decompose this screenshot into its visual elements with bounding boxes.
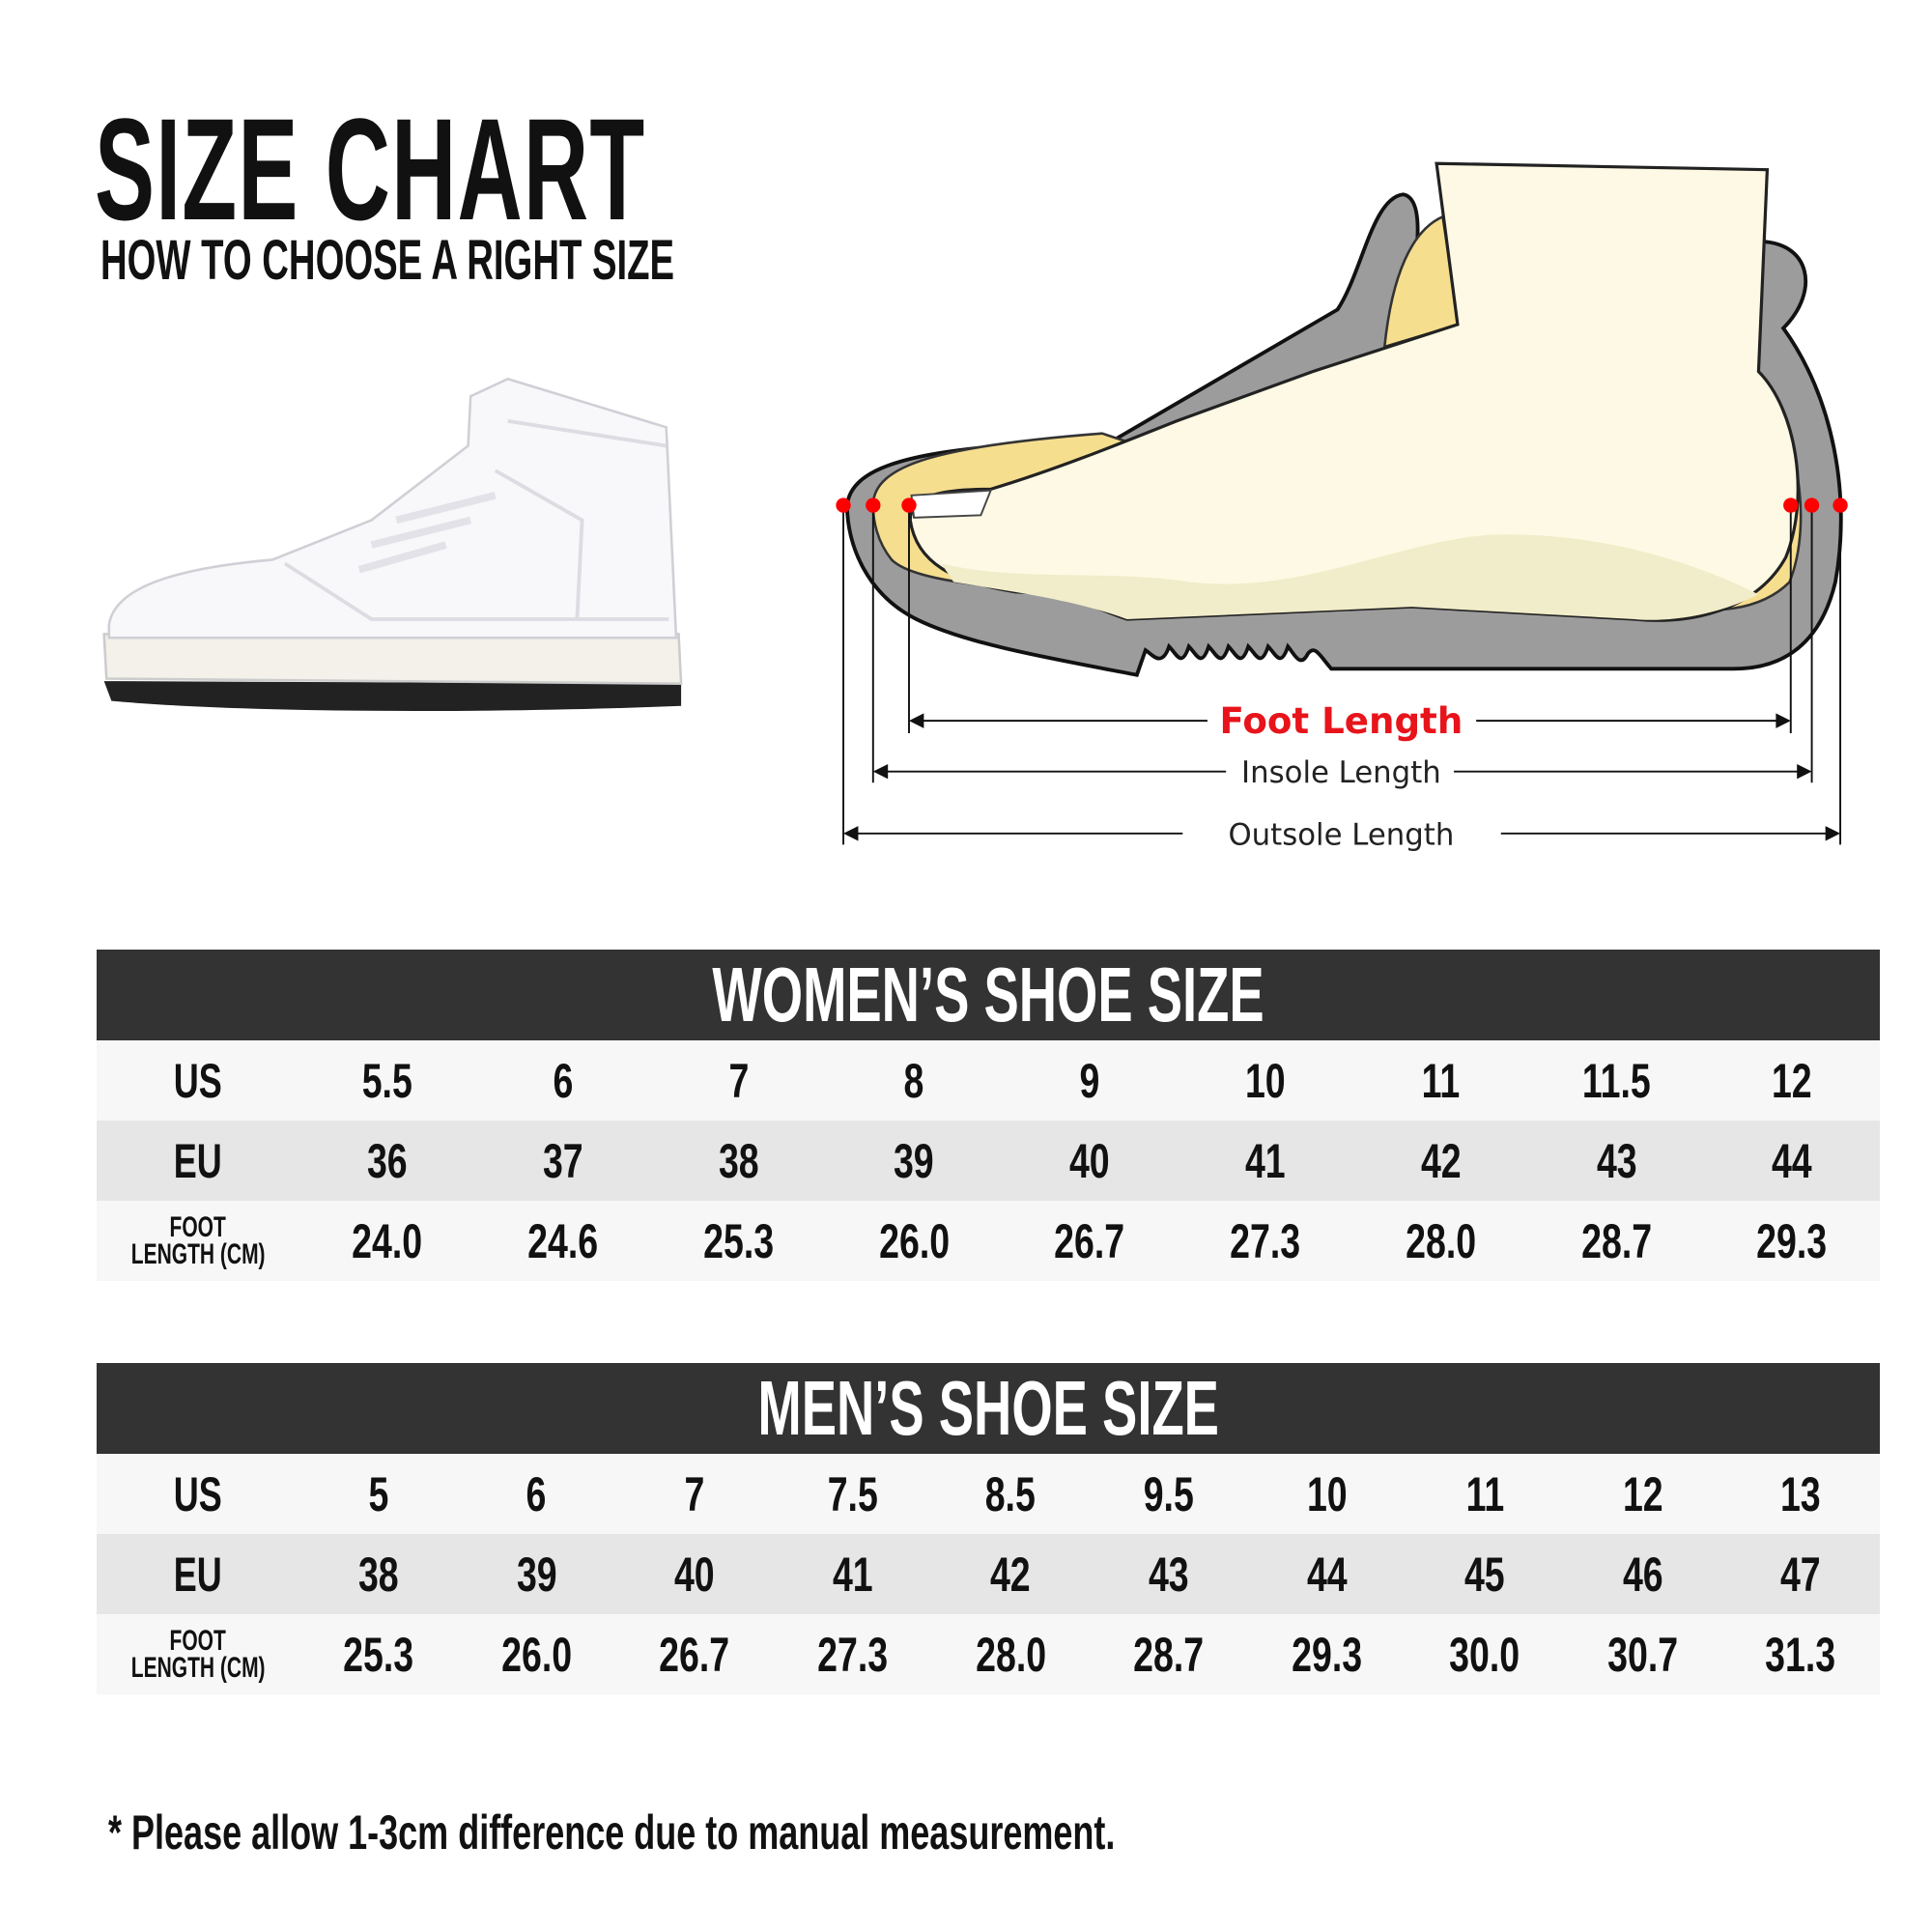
table-cell: 42 [1420, 1133, 1462, 1188]
table-cell: 24.0 [352, 1213, 423, 1268]
table-cell: 38 [718, 1133, 759, 1188]
table-cell: 28.0 [975, 1627, 1046, 1682]
table-cell: 41 [1244, 1133, 1286, 1188]
table-cell: 10 [1244, 1053, 1286, 1108]
mens-table-title: MEN’S SHOE SIZE [97, 1363, 1880, 1454]
table-cell: 7 [728, 1053, 749, 1108]
table-row-foot-length: FOOT LENGTH (CM) 25.3 26.0 26.7 27.3 28.0… [97, 1614, 1880, 1694]
table-cell: 30.7 [1607, 1627, 1679, 1682]
footnote: * Please allow 1-3cm difference due to m… [108, 1805, 1116, 1860]
sneaker-image [102, 377, 683, 711]
table-cell: 31.3 [1765, 1627, 1836, 1682]
womens-table-title: WOMEN’S SHOE SIZE [97, 950, 1880, 1040]
row-label: US [173, 1053, 223, 1108]
table-cell: 8.5 [985, 1466, 1037, 1521]
table-cell: 39 [894, 1133, 935, 1188]
table-cell: 25.3 [702, 1213, 774, 1268]
table-cell: 28.7 [1133, 1627, 1205, 1682]
table-cell: 10 [1306, 1466, 1348, 1521]
table-cell: 7 [684, 1466, 705, 1521]
table-cell: 26.7 [659, 1627, 730, 1682]
table-cell: 5 [368, 1466, 389, 1521]
outsole-length-label: Outsole Length [1228, 817, 1454, 852]
table-cell: 37 [542, 1133, 583, 1188]
table-cell: 27.3 [1230, 1213, 1301, 1268]
table-cell: 6 [553, 1053, 574, 1108]
table-cell: 43 [1596, 1133, 1637, 1188]
table-cell: 26.0 [500, 1627, 572, 1682]
table-cell: 28.0 [1406, 1213, 1477, 1268]
table-cell: 36 [367, 1133, 408, 1188]
table-cell: 40 [1069, 1133, 1110, 1188]
table-cell: 47 [1780, 1547, 1821, 1602]
table-cell: 13 [1780, 1466, 1821, 1521]
table-row-eu: EU 36 37 38 39 40 41 42 43 44 [97, 1121, 1880, 1201]
foot-length-label: Foot Length [1220, 699, 1463, 742]
table-row-foot-length: FOOT LENGTH (CM) 24.0 24.6 25.3 26.0 26.7… [97, 1201, 1880, 1281]
table-row-us: US 5 6 7 7.5 8.5 9.5 10 11 12 13 [97, 1454, 1880, 1534]
row-label: FOOT LENGTH (CM) [130, 1210, 266, 1270]
insole-length-label: Insole Length [1241, 755, 1441, 790]
row-label: US [173, 1466, 223, 1521]
page-title: SIZE CHART [95, 88, 646, 250]
table-cell: 11 [1421, 1053, 1461, 1108]
table-row-us: US 5.5 6 7 8 9 10 11 11.5 12 [97, 1040, 1880, 1121]
table-cell: 25.3 [343, 1627, 414, 1682]
table-cell: 6 [526, 1466, 547, 1521]
row-label: EU [173, 1547, 223, 1602]
measurement-markers [836, 497, 1848, 513]
foot-measurement-diagram: Foot Length Insole Length Outsole Length [836, 161, 1848, 852]
table-cell: 9.5 [1143, 1466, 1194, 1521]
table-cell: 41 [832, 1547, 873, 1602]
row-label: FOOT LENGTH (CM) [130, 1624, 266, 1684]
table-cell: 30.0 [1449, 1627, 1520, 1682]
table-cell: 39 [516, 1547, 557, 1602]
womens-size-table: WOMEN’S SHOE SIZE US 5.5 6 7 8 9 10 11 1… [97, 950, 1880, 1281]
table-cell: 24.6 [527, 1213, 599, 1268]
table-cell: 11 [1465, 1466, 1504, 1521]
mens-size-table: MEN’S SHOE SIZE US 5 6 7 7.5 8.5 9.5 10 … [97, 1363, 1880, 1694]
table-cell: 29.3 [1291, 1627, 1362, 1682]
row-label: EU [173, 1133, 223, 1188]
table-cell: 11.5 [1581, 1053, 1651, 1108]
table-cell: 46 [1622, 1547, 1663, 1602]
page-subtitle: HOW TO CHOOSE A RIGHT SIZE [100, 229, 675, 292]
table-cell: 8 [903, 1053, 924, 1108]
table-cell: 12 [1622, 1466, 1663, 1521]
table-cell: 26.7 [1054, 1213, 1125, 1268]
table-cell: 29.3 [1756, 1213, 1828, 1268]
table-cell: 40 [674, 1547, 715, 1602]
table-cell: 5.5 [361, 1053, 412, 1108]
table-cell: 9 [1079, 1053, 1100, 1108]
table-cell: 7.5 [827, 1466, 878, 1521]
table-cell: 42 [990, 1547, 1032, 1602]
table-row-eu: EU 38 39 40 41 42 43 44 45 46 47 [97, 1534, 1880, 1614]
table-cell: 44 [1306, 1547, 1348, 1602]
table-cell: 28.7 [1580, 1213, 1652, 1268]
table-cell: 27.3 [817, 1627, 889, 1682]
table-cell: 45 [1464, 1547, 1505, 1602]
table-cell: 38 [357, 1547, 399, 1602]
table-cell: 26.0 [878, 1213, 950, 1268]
table-cell: 43 [1148, 1547, 1189, 1602]
table-cell: 44 [1772, 1133, 1812, 1188]
table-cell: 12 [1772, 1053, 1812, 1108]
